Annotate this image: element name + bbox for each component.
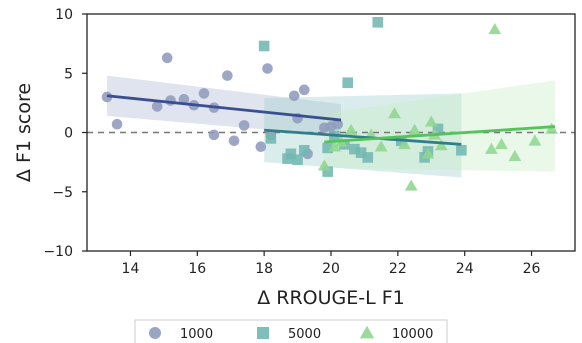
data-point-10000 — [495, 137, 508, 150]
legend-marker-10000 — [359, 325, 375, 339]
x-axis-ticks: 14 16 18 20 22 24 26 — [122, 251, 541, 277]
data-point-10000 — [344, 123, 358, 135]
data-point-10000 — [374, 140, 388, 152]
data-point-5000 — [292, 154, 303, 166]
data-point-5000 — [432, 123, 444, 135]
data-point-5000 — [355, 147, 367, 158]
data-point-5000 — [285, 148, 297, 160]
legend-marker-5000 — [257, 327, 269, 339]
data-point-5000 — [322, 166, 333, 177]
trend-line-5000 — [264, 128, 462, 146]
trend-lines — [106, 94, 556, 146]
data-point-10000 — [488, 23, 502, 35]
data-point-10000 — [388, 107, 401, 119]
data-point-5000 — [349, 143, 360, 155]
data-point-1000 — [255, 141, 267, 153]
trend-line-1000 — [106, 94, 342, 122]
y-tick-label: 0 — [64, 126, 73, 142]
data-point-10000 — [398, 137, 411, 150]
data-point-10000 — [404, 179, 418, 191]
data-point-1000 — [165, 95, 176, 106]
legend-label-10000: 10000 — [392, 327, 433, 342]
confidence-band-1000 — [107, 75, 342, 137]
confidence-band-5000 — [264, 93, 462, 178]
data-point-1000 — [262, 63, 273, 74]
legend-label-1000: 1000 — [180, 327, 213, 342]
y-tick-label: 5 — [64, 66, 73, 82]
y-tick-label: −10 — [43, 244, 73, 260]
data-point-1000 — [228, 135, 240, 147]
x-tick-label: 24 — [456, 261, 474, 277]
x-axis-label: Δ RROUGE-L F1 — [257, 287, 405, 309]
data-point-10000 — [327, 140, 341, 152]
data-point-5000 — [362, 152, 374, 163]
data-point-1000 — [178, 94, 190, 105]
data-point-5000 — [265, 133, 277, 144]
data-point-5000 — [298, 144, 310, 156]
y-axis-label: Δ F1 score — [13, 83, 35, 182]
x-tick-label: 16 — [188, 261, 206, 277]
data-point-1000 — [111, 118, 123, 130]
data-point-5000 — [342, 77, 354, 89]
data-point-1000 — [332, 118, 343, 130]
legend-label-5000: 5000 — [288, 327, 321, 342]
data-point-5000 — [456, 144, 467, 156]
x-tick-label: 18 — [255, 261, 273, 277]
data-point-5000 — [322, 142, 333, 154]
data-point-1000 — [161, 52, 173, 64]
y-axis-ticks: −10 −5 0 5 10 — [43, 7, 87, 260]
data-point-10000 — [485, 142, 498, 154]
data-point-1000 — [238, 120, 250, 131]
data-point-10000 — [528, 134, 542, 146]
x-tick-label: 20 — [322, 261, 340, 277]
data-point-1000 — [151, 101, 163, 112]
trend-line-10000 — [324, 125, 556, 144]
data-point-1000 — [288, 90, 300, 102]
x-tick-label: 26 — [523, 261, 541, 277]
data-point-10000 — [408, 123, 421, 135]
legend-marker-1000 — [149, 327, 161, 339]
data-point-5000 — [258, 40, 270, 52]
legend: 1000 5000 10000 — [134, 319, 448, 343]
data-point-1000 — [222, 70, 233, 81]
data-point-10000 — [424, 115, 438, 127]
x-tick-label: 14 — [122, 261, 140, 277]
data-point-1000 — [208, 129, 220, 141]
data-point-10000 — [317, 159, 331, 171]
y-tick-label: −5 — [52, 185, 73, 201]
y-tick-label: 10 — [55, 7, 73, 23]
x-tick-label: 22 — [389, 261, 407, 277]
data-point-10000 — [421, 147, 435, 159]
data-point-5000 — [372, 16, 384, 28]
data-point-10000 — [434, 139, 448, 151]
data-point-1000 — [198, 88, 210, 99]
data-point-1000 — [298, 84, 310, 96]
data-point-10000 — [508, 149, 522, 161]
